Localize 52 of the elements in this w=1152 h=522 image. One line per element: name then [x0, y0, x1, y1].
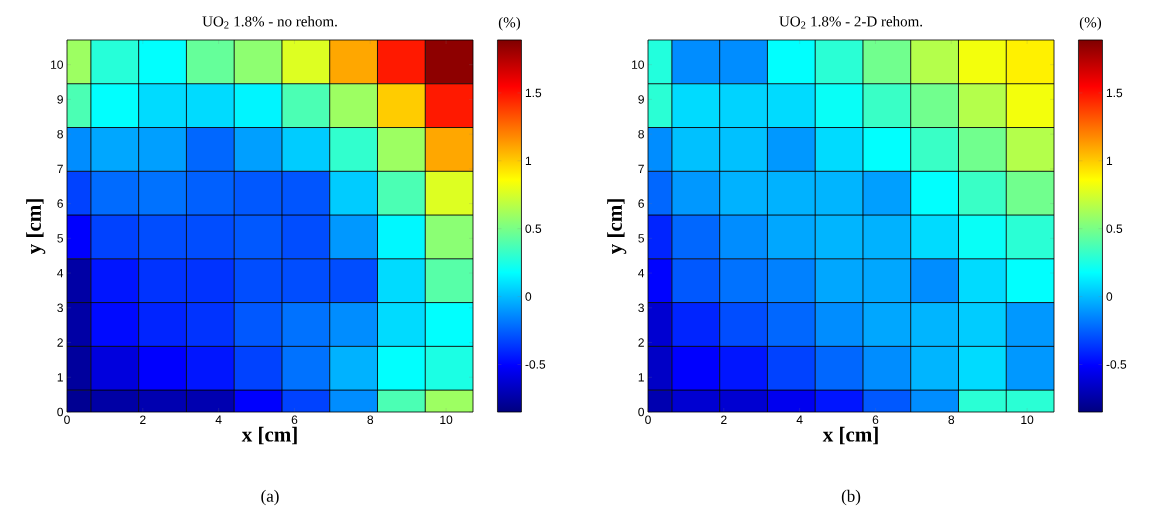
- color-bar-label: 1: [525, 156, 532, 165]
- x-tick-label: 8: [948, 415, 955, 425]
- x-tick-label: 10: [440, 415, 453, 425]
- x-tick-label: 6: [291, 415, 298, 425]
- y-tick-label: 8: [638, 129, 644, 139]
- y-axis-title: y [cm]: [607, 199, 627, 255]
- chart-title: UO$_{2}$ 1.8% - no rehom.: [202, 15, 337, 29]
- color-bar-label: 1.5: [525, 88, 542, 98]
- y-tick-label: 0: [57, 407, 64, 417]
- x-tick-label: 4: [215, 415, 222, 424]
- y-tick-label: 9: [638, 95, 644, 104]
- y-tick-label: 9: [57, 95, 63, 104]
- y-tick-label: 7: [638, 164, 644, 173]
- chart-title: UO$_{2}$ 1.8% - 2-D rehom.: [779, 15, 923, 29]
- color-bar-label: -0.5: [1106, 360, 1127, 369]
- y-tick-label: 5: [57, 234, 63, 243]
- y-tick-label: 1: [638, 373, 644, 382]
- color-bar-label: 0.5: [525, 224, 542, 233]
- x-tick-label: 8: [367, 415, 374, 425]
- color-bar-title: (%): [1079, 16, 1102, 31]
- color-bar-label: 1.5: [1106, 88, 1123, 98]
- y-tick-label: 3: [638, 303, 644, 313]
- x-axis-title: x [cm]: [241, 426, 297, 445]
- y-tick-label: 2: [57, 338, 63, 347]
- y-tick-label: 1: [57, 373, 63, 382]
- color-bar-label: 1: [1106, 156, 1113, 165]
- x-tick-label: 2: [140, 415, 146, 424]
- y-tick-label: 8: [57, 129, 63, 139]
- y-tick-label: 4: [638, 268, 645, 278]
- y-tick-label: 4: [57, 268, 64, 278]
- x-tick-label: 6: [872, 415, 879, 425]
- text: (a): [261, 489, 279, 506]
- color-bar-label: 0: [1106, 292, 1113, 301]
- y-tick-label: 6: [638, 199, 644, 208]
- y-axis-title: y [cm]: [26, 199, 46, 255]
- x-tick-label: 4: [796, 415, 803, 424]
- color-bar-label: -0.5: [525, 360, 546, 369]
- y-tick-label: 0: [638, 407, 645, 417]
- color-bar-label: 0.5: [1106, 224, 1123, 233]
- x-tick-label: 10: [1021, 415, 1034, 425]
- y-tick-label: 10: [51, 60, 64, 69]
- y-tick-label: 3: [57, 303, 63, 313]
- color-bar-title: (%): [498, 16, 521, 31]
- x-tick-label: 2: [721, 415, 727, 424]
- color-bar-label: 0: [525, 292, 532, 301]
- y-tick-label: 6: [57, 199, 63, 208]
- x-axis-title: x [cm]: [822, 426, 878, 445]
- y-tick-label: 2: [638, 338, 644, 347]
- y-tick-label: 7: [57, 164, 63, 173]
- text: (b): [841, 489, 861, 506]
- y-tick-label: 10: [632, 60, 645, 69]
- y-tick-label: 5: [638, 234, 644, 243]
